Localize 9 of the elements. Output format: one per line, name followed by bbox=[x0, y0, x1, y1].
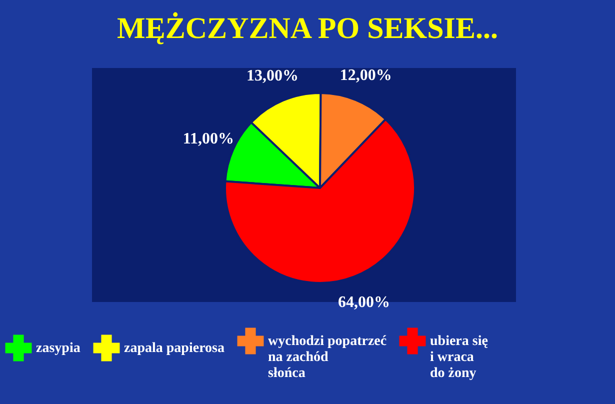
chart-title: MĘŻCZYZNA PO SEKSIE... bbox=[117, 12, 498, 45]
data-label: 64,00% bbox=[338, 294, 390, 311]
legend-label: zapala papierosa bbox=[124, 341, 224, 356]
legend-label: wychodzi popatrzeć na zachód słońca bbox=[268, 334, 387, 381]
legend-label: ubiera się i wraca do żony bbox=[430, 334, 488, 381]
data-label: 13,00% bbox=[246, 68, 298, 85]
data-label: 12,00% bbox=[340, 66, 392, 84]
legend-label: zasypia bbox=[36, 341, 80, 356]
data-label: 11,00% bbox=[182, 130, 234, 148]
